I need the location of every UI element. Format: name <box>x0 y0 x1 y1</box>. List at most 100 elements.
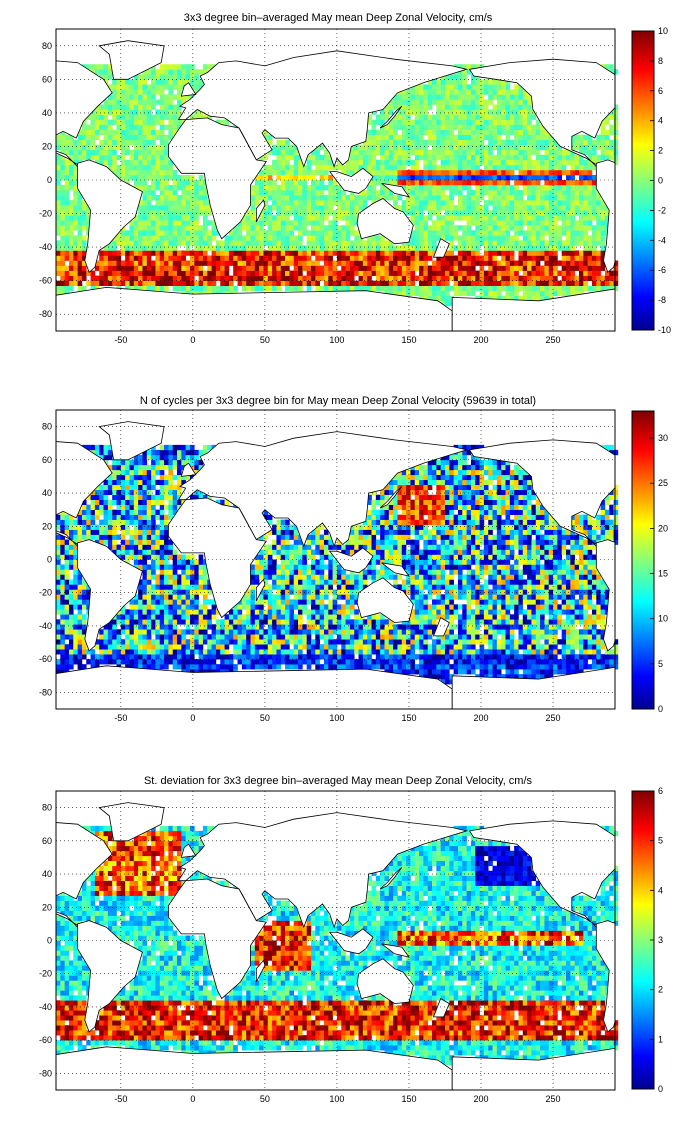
heatmap-cell <box>470 114 476 120</box>
heatmap-cell <box>289 634 295 640</box>
heatmap-cell <box>596 250 601 256</box>
heatmap-cell <box>336 629 342 635</box>
heatmap-cell <box>94 664 100 670</box>
heatmap-cell <box>553 240 558 246</box>
heatmap-cell <box>323 215 329 221</box>
land-mass <box>432 238 450 258</box>
heatmap-cell <box>553 659 558 665</box>
heatmap-cell <box>129 134 135 141</box>
heatmap-cell <box>298 215 303 221</box>
heatmap-cell <box>483 230 489 236</box>
heatmap-cell <box>483 185 489 191</box>
heatmap-cell <box>388 129 394 135</box>
heatmap-cell <box>345 280 351 286</box>
heatmap-cell <box>367 659 372 665</box>
heatmap-cell <box>172 639 178 645</box>
heatmap-cell <box>600 215 606 221</box>
heatmap-cell <box>189 275 195 281</box>
heatmap-cell <box>440 134 446 141</box>
heatmap-cell <box>574 275 580 281</box>
heatmap-cell <box>527 250 532 256</box>
heatmap-cell <box>185 94 191 100</box>
heatmap-cell <box>138 220 143 226</box>
heatmap-cell <box>86 280 91 286</box>
heatmap-cell <box>566 215 571 221</box>
heatmap-cell <box>293 240 299 246</box>
heatmap-cell <box>306 260 312 266</box>
heatmap-cell <box>419 129 424 135</box>
heatmap-cell <box>553 205 558 211</box>
heatmap-cell <box>587 159 593 166</box>
heatmap-cell <box>453 644 459 650</box>
heatmap-cell <box>285 220 290 226</box>
heatmap-cell <box>514 94 519 100</box>
heatmap-cell <box>505 215 511 221</box>
heatmap-cell <box>362 149 368 156</box>
heatmap-cell <box>561 159 567 166</box>
heatmap-cell <box>475 89 480 95</box>
heatmap-cell <box>444 139 450 146</box>
heatmap-cell <box>496 164 502 171</box>
heatmap-cell <box>99 644 104 650</box>
heatmap-cell <box>427 270 433 276</box>
heatmap-cell <box>466 649 472 655</box>
heatmap-cell <box>68 185 74 191</box>
heatmap-cell <box>548 659 554 665</box>
heatmap-cell <box>146 190 152 196</box>
heatmap-cell <box>457 109 463 115</box>
heatmap-cell <box>177 119 182 125</box>
heatmap-cell <box>164 210 169 216</box>
heatmap-cell <box>194 644 199 650</box>
heatmap-cell <box>518 260 524 266</box>
heatmap-cell <box>298 174 303 181</box>
heatmap-cell <box>566 225 571 231</box>
heatmap-cell <box>488 654 493 660</box>
heatmap-cell <box>527 144 532 151</box>
heatmap-cell <box>224 639 230 645</box>
heatmap-cell <box>505 84 511 90</box>
heatmap-cell <box>250 265 256 271</box>
heatmap-cell <box>116 255 122 261</box>
heatmap-cell <box>466 659 472 665</box>
heatmap-cell <box>531 260 537 266</box>
heatmap-cell <box>522 109 528 115</box>
heatmap-cell <box>272 144 277 151</box>
heatmap-cell <box>94 260 100 266</box>
heatmap-cell <box>423 119 428 125</box>
heatmap-cell <box>501 285 506 292</box>
heatmap-cell <box>298 245 303 251</box>
heatmap-cell <box>479 185 485 191</box>
heatmap-cell <box>138 129 143 135</box>
heatmap-cell <box>332 644 338 650</box>
heatmap-cell <box>561 255 567 261</box>
heatmap-cell <box>449 79 454 85</box>
heatmap-cell <box>159 164 165 171</box>
heatmap-cell <box>367 250 372 256</box>
heatmap-cell <box>60 159 65 166</box>
heatmap-cell <box>527 174 532 181</box>
heatmap-cell <box>423 200 428 206</box>
heatmap-cell <box>393 250 398 256</box>
heatmap-cell <box>94 119 100 125</box>
heatmap-cell <box>470 230 476 236</box>
heatmap-cell <box>388 169 394 176</box>
heatmap-cell <box>99 159 104 166</box>
heatmap-cell <box>168 654 173 660</box>
heatmap-cell <box>527 190 532 196</box>
heatmap-cell <box>388 144 394 151</box>
heatmap-cell <box>60 240 65 246</box>
heatmap-cell <box>436 210 441 216</box>
heatmap-cell <box>453 89 459 95</box>
heatmap-cell <box>544 265 550 271</box>
heatmap-cell <box>531 659 537 665</box>
heatmap-cell <box>384 664 390 670</box>
heatmap-cell <box>68 260 74 266</box>
heatmap-cell <box>553 159 558 166</box>
heatmap-cell <box>509 149 515 156</box>
heatmap-cell <box>457 659 463 665</box>
heatmap-cell <box>509 255 515 261</box>
heatmap-cell <box>440 104 446 110</box>
heatmap-cell <box>570 634 575 640</box>
heatmap-cell <box>475 230 480 236</box>
heatmap-cell <box>583 139 588 146</box>
